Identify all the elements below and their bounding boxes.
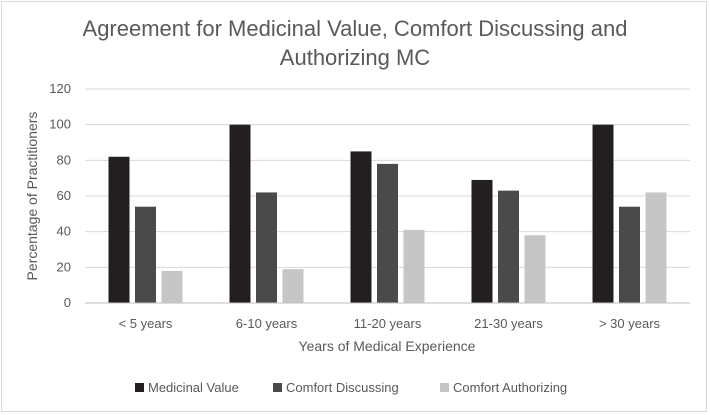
bar-comfort-discussing	[256, 192, 277, 303]
y-axis-title: Percentage of Practitioners	[24, 112, 40, 281]
x-tick-label: 21-30 years	[474, 316, 543, 331]
bar-comfort-authorizing	[524, 235, 546, 303]
y-tick-label: 100	[49, 117, 71, 132]
bar-medicinal-value	[229, 124, 251, 304]
bar-medicinal-value	[350, 151, 372, 303]
bar-comfort-discussing	[619, 206, 640, 303]
legend: Medicinal Value Comfort Discussing Comfort…	[135, 380, 567, 395]
x-tick-labels: < 5 years 6-10 years 11-20 years 21-30 year…	[119, 316, 661, 331]
bar-medicinal-value	[108, 156, 130, 303]
legend-label: Medicinal Value	[148, 380, 239, 395]
bar-comfort-discussing	[498, 190, 519, 303]
bar-comfort-discussing	[377, 163, 398, 303]
bar-comfort-discussing	[135, 206, 156, 303]
bar-medicinal-value	[592, 124, 614, 304]
legend-swatch	[135, 383, 144, 392]
legend-label: Comfort Authorizing	[453, 380, 567, 395]
x-tick-label: 6-10 years	[236, 316, 298, 331]
x-tick-label: 11-20 years	[354, 316, 422, 331]
y-tick-label: 80	[57, 152, 71, 167]
legend-swatch	[440, 383, 449, 392]
x-tick-label: > 30 years	[599, 316, 661, 331]
x-tick-label: < 5 years	[119, 316, 173, 331]
y-tick-label: 120	[49, 81, 71, 96]
y-tick-label: 0	[64, 295, 71, 310]
x-axis-title: Years of Medical Experience	[299, 338, 476, 354]
bar-comfort-authorizing	[282, 269, 304, 303]
bar-medicinal-value	[471, 179, 493, 303]
legend-swatch	[273, 383, 282, 392]
bars	[108, 124, 667, 304]
legend-label: Comfort Discussing	[286, 380, 399, 395]
bar-comfort-authorizing	[645, 192, 667, 303]
chart-title: Agreement for Medicinal Value, Comfort D…	[82, 16, 628, 70]
y-tick-labels: 0 20 40 60 80 100 120	[49, 81, 71, 310]
bar-comfort-authorizing	[403, 229, 425, 303]
y-tick-label: 20	[57, 259, 71, 274]
y-tick-label: 40	[57, 224, 71, 239]
y-tick-label: 60	[57, 188, 71, 203]
bar-comfort-authorizing	[161, 270, 183, 303]
